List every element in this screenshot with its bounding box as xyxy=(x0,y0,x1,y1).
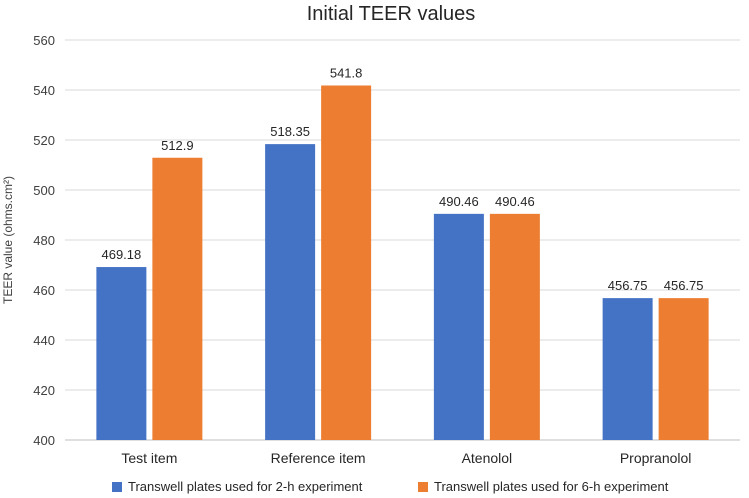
y-axis-ticks: 400 420 440 460 480 500 520 540 560 xyxy=(33,33,55,448)
bar-2h-2 xyxy=(433,213,484,440)
data-label: 490.46 xyxy=(439,194,479,209)
y-tick-label: 460 xyxy=(33,283,55,298)
bar-2h-3 xyxy=(602,298,653,440)
y-tick-label: 400 xyxy=(33,433,55,448)
bar-2h-0 xyxy=(96,267,147,440)
y-tick-label: 540 xyxy=(33,83,55,98)
bar-6h-1 xyxy=(321,85,372,440)
y-tick-label: 560 xyxy=(33,33,55,48)
bar-6h-0 xyxy=(152,157,203,440)
legend-label: Transwell plates used for 6-h experiment xyxy=(434,479,669,494)
data-label: 490.46 xyxy=(495,194,535,209)
data-labels: 469.18 512.9 518.35 541.8 490.46 490.46 456.75… xyxy=(101,66,703,294)
legend-swatch xyxy=(418,482,428,492)
category-label: Atenolol xyxy=(462,450,513,466)
data-label: 456.75 xyxy=(608,278,648,293)
bar-6h-2 xyxy=(489,213,540,440)
bar-2h-1 xyxy=(265,144,316,440)
chart-title: Initial TEER values xyxy=(307,3,476,25)
data-label: 469.18 xyxy=(101,247,141,262)
legend: Transwell plates used for 2-h experiment… xyxy=(112,479,669,494)
data-label: 518.35 xyxy=(270,124,310,139)
y-tick-label: 440 xyxy=(33,333,55,348)
category-label: Propranolol xyxy=(620,450,692,466)
category-labels: Test item Reference item Atenolol Propranol… xyxy=(121,450,691,466)
bar-6h-3 xyxy=(658,298,709,440)
data-label: 512.9 xyxy=(161,138,194,153)
category-label: Reference item xyxy=(271,450,366,466)
y-tick-label: 420 xyxy=(33,383,55,398)
legend-label: Transwell plates used for 2-h experiment xyxy=(128,479,363,494)
legend-swatch xyxy=(112,482,122,492)
bars xyxy=(96,85,709,440)
category-label: Test item xyxy=(121,450,177,466)
data-label: 541.8 xyxy=(330,66,363,81)
y-tick-label: 500 xyxy=(33,183,55,198)
y-axis-label: TEER value (ohms.cm²) xyxy=(1,176,15,304)
y-tick-label: 520 xyxy=(33,133,55,148)
data-label: 456.75 xyxy=(664,278,704,293)
y-tick-label: 480 xyxy=(33,233,55,248)
